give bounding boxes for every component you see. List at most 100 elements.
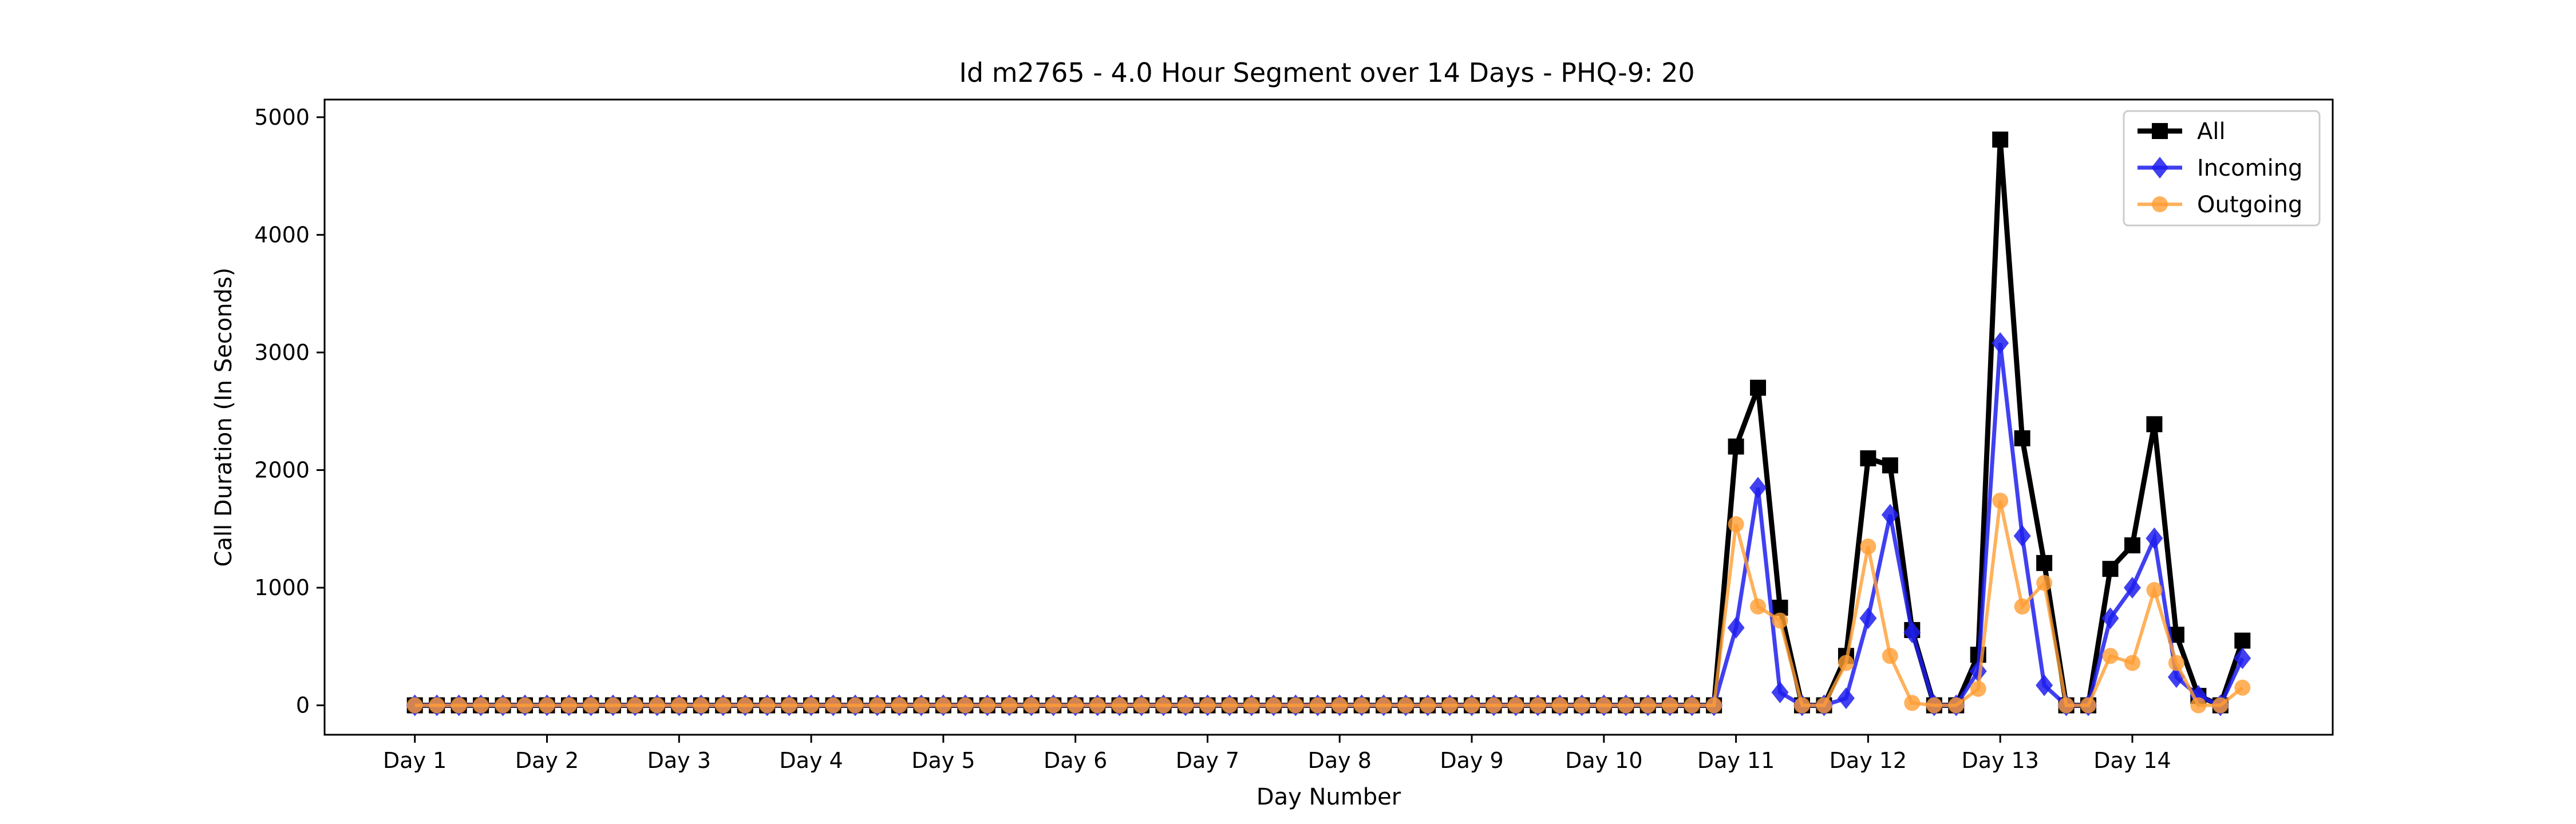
series-outgoing-point: [1706, 697, 1722, 714]
series-outgoing-point: [693, 697, 709, 714]
series-outgoing-point: [1221, 697, 1238, 714]
x-axis-label: Day Number: [1257, 784, 1401, 810]
x-tick-label: Day 9: [1440, 748, 1503, 773]
series-all-point: [2102, 561, 2119, 577]
x-tick-label: Day 12: [1830, 748, 1907, 773]
series-outgoing-point: [803, 697, 820, 714]
series-outgoing-point: [1838, 655, 1854, 671]
x-tick-label: Day 3: [647, 748, 711, 773]
series-incoming-point: [2036, 674, 2053, 696]
series-outgoing-point: [1420, 697, 1436, 714]
series-outgoing-point: [1111, 697, 1128, 714]
series-incoming-point: [1727, 616, 1745, 639]
series-outgoing-point: [1772, 612, 1788, 629]
series-outgoing-point: [781, 697, 797, 714]
series-incoming-point: [1749, 477, 1767, 499]
series-all-point: [1860, 450, 1876, 466]
series-outgoing-point: [1793, 697, 1810, 714]
x-tick-label: Day 13: [1961, 748, 2038, 773]
x-axis-ticks: Day 1 Day 2 Day 3 Day 4 Day 5 Day 6 Day 7 Day 8…: [383, 735, 2171, 773]
y-axis-ticks: 0 1000 2000 3000 4000 5000: [254, 105, 325, 718]
series-outgoing-point: [1618, 697, 1634, 714]
x-tick-label: Day 10: [1565, 748, 1642, 773]
series-incoming-point: [1859, 607, 1877, 629]
series-outgoing-point: [1067, 697, 1084, 714]
series-outgoing-point: [913, 697, 930, 714]
series-outgoing-point: [517, 697, 534, 714]
series-outgoing-point: [1662, 697, 1678, 714]
chart-title: Id m2765 - 4.0 Hour Segment over 14 Days…: [959, 57, 1694, 88]
series-outgoing-point: [2168, 655, 2184, 671]
series-outgoing-point: [759, 697, 776, 714]
plot-frame: [323, 98, 2334, 736]
legend-outgoing-label: Outgoing: [2197, 192, 2302, 218]
series-outgoing-point: [649, 697, 665, 714]
legend: All Incoming Outgoing: [2123, 110, 2321, 227]
series-outgoing-point: [1684, 697, 1700, 714]
x-tick-label: Day 14: [2093, 748, 2171, 773]
y-tick-label: 1000: [254, 575, 310, 600]
series-outgoing-point: [473, 697, 489, 714]
series-outgoing-point: [583, 697, 599, 714]
series-outgoing-point: [1926, 697, 1942, 714]
series-all-point: [1750, 379, 1767, 396]
y-axis-label: Call Duration (In Seconds): [211, 268, 237, 567]
series-all-point: [1992, 131, 2009, 148]
series-all-point: [2014, 430, 2030, 446]
series-outgoing-point: [2234, 679, 2251, 696]
series-incoming-point: [1903, 621, 1921, 644]
series-outgoing-point: [1507, 697, 1524, 714]
series-outgoing-point: [1089, 697, 1106, 714]
series-incoming-point: [2234, 647, 2251, 670]
series-outgoing-point: [1728, 516, 1744, 533]
series-outgoing-point: [1441, 697, 1458, 714]
series-outgoing-point: [2146, 582, 2163, 599]
series-incoming-point: [2123, 577, 2141, 599]
x-tick-label: Day 5: [911, 748, 975, 773]
series-outgoing-point: [560, 697, 577, 714]
legend-all-marker: [2152, 123, 2168, 139]
series-outgoing-point: [1001, 697, 1018, 714]
x-tick-label: Day 7: [1176, 748, 1239, 773]
series-outgoing-point: [1464, 697, 1480, 714]
series-incoming-point: [2146, 527, 2163, 549]
series-all-point: [2146, 416, 2163, 433]
series-outgoing-point: [1265, 697, 1282, 714]
series-layer: [406, 131, 2251, 716]
series-outgoing-point: [979, 697, 995, 714]
y-tick-label: 2000: [254, 458, 310, 483]
series-outgoing-point: [1353, 697, 1370, 714]
series-outgoing-point: [715, 697, 732, 714]
legend-incoming-label: Incoming: [2197, 155, 2302, 181]
series-outgoing-point: [1177, 697, 1194, 714]
series-outgoing-point: [406, 697, 423, 714]
y-tick-label: 4000: [254, 222, 310, 247]
series-outgoing-point: [1133, 697, 1150, 714]
series-outgoing-point: [1397, 697, 1414, 714]
series-outgoing-point: [737, 697, 753, 714]
series-outgoing-point: [847, 697, 864, 714]
legend-incoming-marker: [2151, 157, 2168, 179]
series-outgoing-point: [1199, 697, 1216, 714]
series-all-point: [2036, 554, 2053, 571]
series-outgoing-point: [1882, 648, 1898, 664]
series-outgoing-point: [1332, 697, 1348, 714]
y-tick-label: 0: [296, 693, 310, 718]
series-outgoing-point: [1574, 697, 1590, 714]
series-incoming-point: [2013, 525, 2031, 547]
series-outgoing-point: [2080, 697, 2097, 714]
series-outgoing-point: [1970, 680, 1986, 697]
series-outgoing-point: [495, 697, 511, 714]
series-incoming-point: [1992, 332, 2009, 354]
series-outgoing-point: [1860, 538, 1876, 555]
series-outgoing-point: [1639, 697, 1656, 714]
series-all-point: [2234, 632, 2251, 649]
x-tick-label: Day 4: [779, 748, 843, 773]
series-all-point: [1728, 438, 1744, 455]
series-incoming-point: [2101, 607, 2119, 629]
series-outgoing-point: [1750, 598, 1767, 615]
series-outgoing-point: [1530, 697, 1546, 714]
series-outgoing-point: [605, 697, 621, 714]
